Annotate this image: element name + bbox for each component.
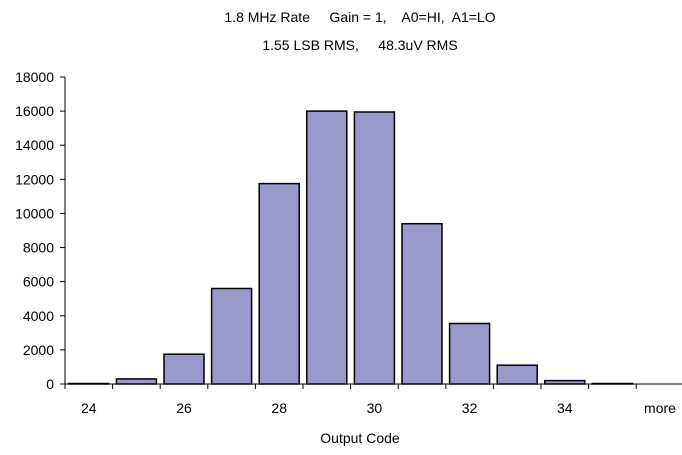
x-tick-label: 28 [271,400,287,416]
bar-34 [544,379,586,385]
bar-26 [163,353,205,385]
bar-28 [258,182,300,385]
y-tick-label: 2000 [23,342,54,358]
bar-25 [115,378,158,385]
chart-title-line-2: 1.55 LSB RMS, 48.3uV RMS [262,37,457,53]
chart-title-line-1: 1.8 MHz Rate Gain = 1, A0=HI, A1=LO [224,9,495,25]
bar-29 [306,110,348,385]
x-tick-label: 26 [176,400,192,416]
y-tick-label: 10000 [15,205,54,221]
y-tick-label: 0 [46,376,54,392]
x-tick-label: 24 [81,400,97,416]
y-tick-label: 8000 [23,240,54,256]
y-tick-label: 16000 [15,103,54,119]
x-tick-label: 32 [462,400,478,416]
y-tick-label: 14000 [15,137,54,153]
y-tick-label: 12000 [15,171,54,187]
bars [68,110,634,385]
x-axis: 24 26 28 30 32 34 more [64,383,682,416]
y-tick-label: 6000 [23,274,54,290]
y-axis: 0 2000 4000 6000 8000 10000 12000 14000 16000 180… [15,69,66,392]
x-tick-label: more [644,400,676,416]
y-tick-label: 18000 [15,69,54,85]
bar-27 [210,287,253,385]
x-tick-label: 34 [557,400,573,416]
bar-32 [448,322,491,385]
bar-31 [401,222,443,385]
bar-33 [496,364,538,385]
x-tick-label: 30 [367,400,383,416]
y-tick-label: 4000 [23,308,54,324]
x-axis-label: Output Code [320,430,400,446]
bar-30 [353,111,396,385]
